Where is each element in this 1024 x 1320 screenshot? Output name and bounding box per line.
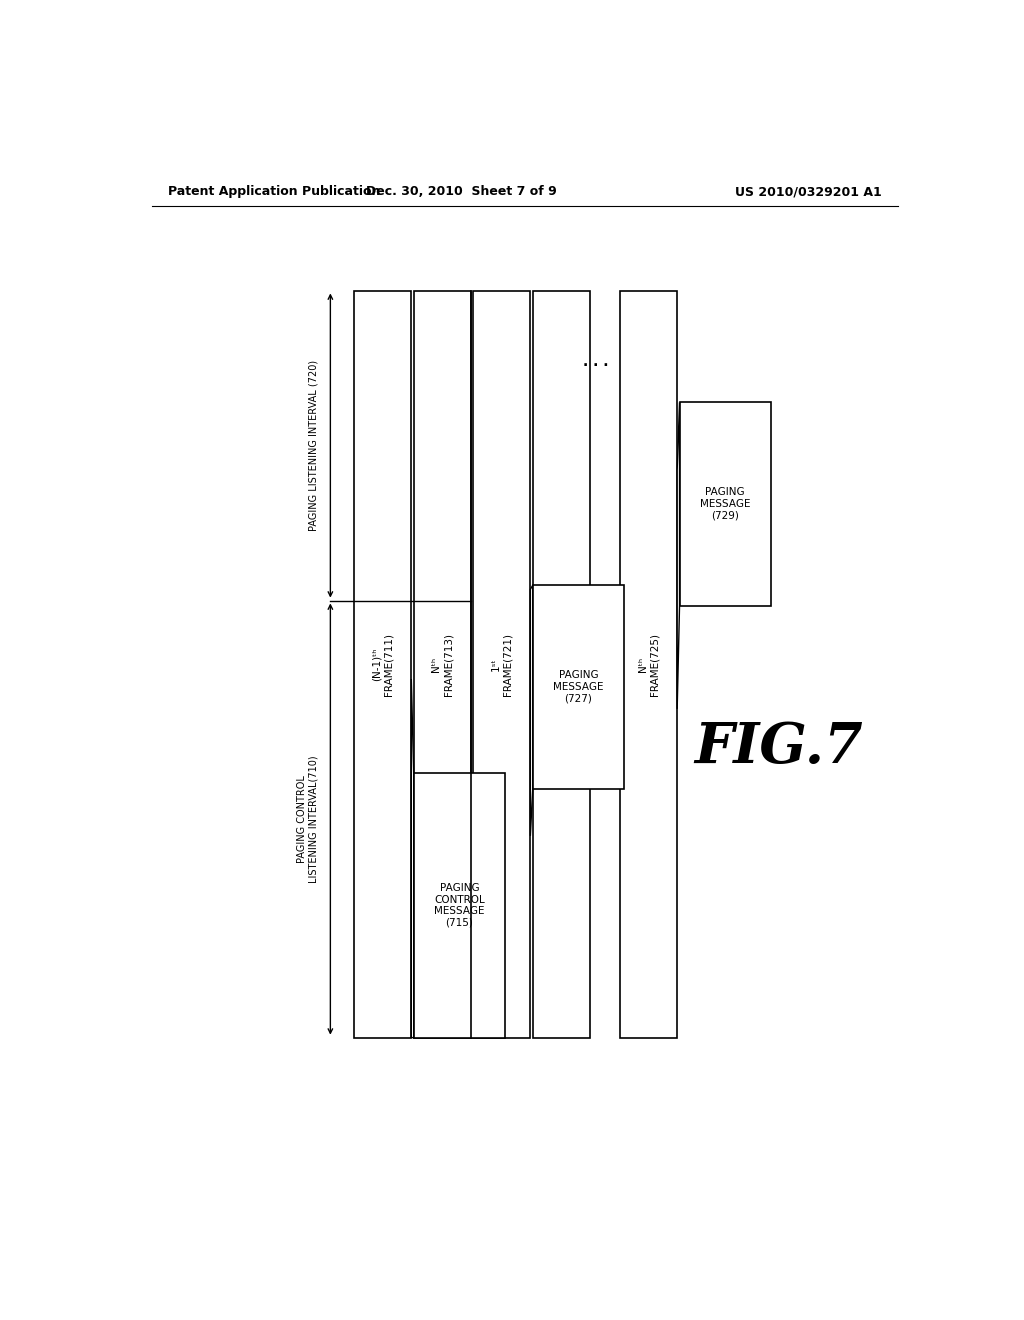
Text: . . .: . . . [584,355,609,368]
Text: 1ˢᵗ
FRAME(721): 1ˢᵗ FRAME(721) [490,632,513,696]
Bar [354,290,412,1038]
Text: Dec. 30, 2010  Sheet 7 of 9: Dec. 30, 2010 Sheet 7 of 9 [366,185,557,198]
Text: Nᵗʰ
FRAME(725): Nᵗʰ FRAME(725) [638,632,659,696]
Bar [414,774,505,1038]
Polygon shape [530,585,532,836]
Polygon shape [412,678,414,1038]
Text: (N-1)ᵗʰ
FRAME(711): (N-1)ᵗʰ FRAME(711) [372,632,393,696]
Text: PAGING CONTROL
LISTENING INTERVAL(710): PAGING CONTROL LISTENING INTERVAL(710) [297,755,318,883]
Bar [473,290,530,1038]
Polygon shape [677,403,680,709]
Text: PAGING
MESSAGE
(727): PAGING MESSAGE (727) [553,671,603,704]
Text: Nᵗʰ
FRAME(713): Nᵗʰ FRAME(713) [431,632,453,696]
Text: PAGING
MESSAGE
(729): PAGING MESSAGE (729) [700,487,751,520]
Text: 2ⁿᵈ
FRAME(723): 2ⁿᵈ FRAME(723) [551,632,572,696]
Bar [532,585,624,788]
Bar [532,290,590,1038]
Text: Patent Application Publication: Patent Application Publication [168,185,380,198]
Text: PAGING
CONTROL
MESSAGE
(715): PAGING CONTROL MESSAGE (715) [434,883,484,928]
Text: FIG.7: FIG.7 [694,721,863,775]
Bar [680,403,771,606]
Bar [414,290,471,1038]
Text: US 2010/0329201 A1: US 2010/0329201 A1 [735,185,882,198]
Bar [620,290,677,1038]
Text: PAGING LISTENING INTERVAL (720): PAGING LISTENING INTERVAL (720) [308,360,318,531]
